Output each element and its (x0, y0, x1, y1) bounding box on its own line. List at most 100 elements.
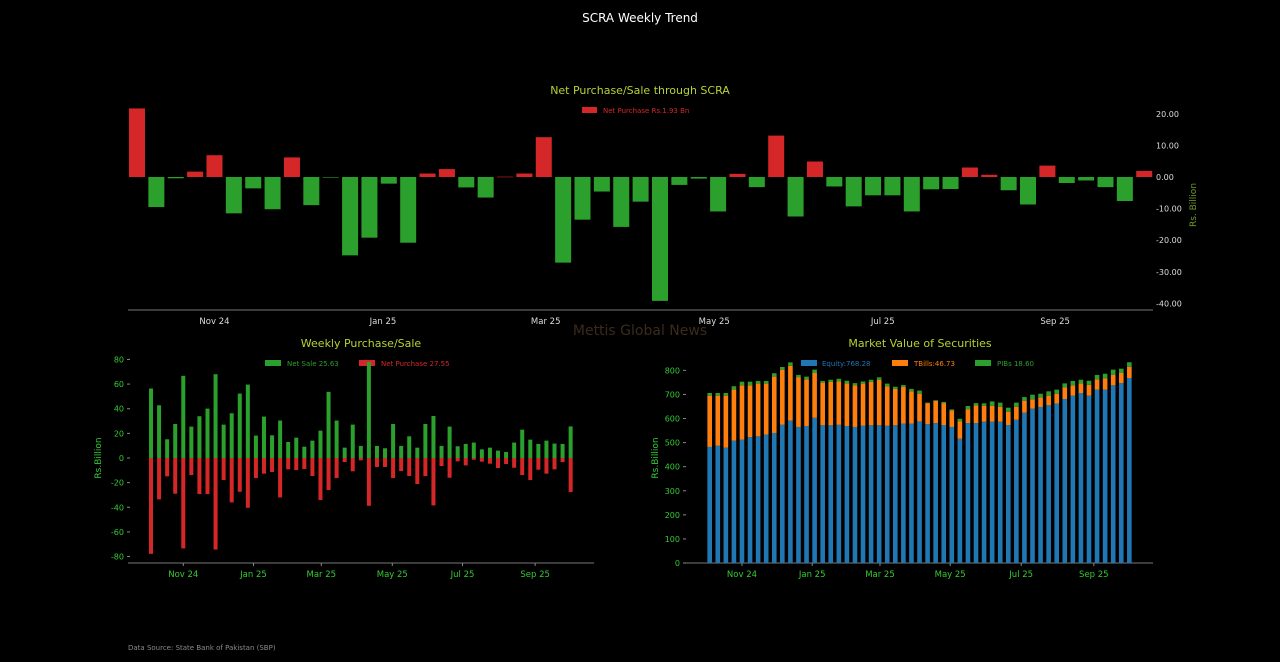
net-purchase-bar (431, 458, 436, 506)
net-purchase-bar (504, 458, 509, 465)
pibs-bar-segment (876, 377, 882, 380)
top-chart-title: Net Purchase/Sale through SCRA (550, 84, 730, 97)
net-sale-bar (423, 423, 428, 458)
tbills-bar-segment (723, 395, 729, 448)
x-tick-label: Sep 25 (1079, 570, 1109, 580)
pibs-bar-segment (884, 383, 890, 387)
tbills-bar-segment (715, 395, 721, 446)
pibs-bar-segment (828, 379, 834, 382)
net-purchase-bar (528, 458, 533, 481)
net-sale-bar (477, 177, 494, 198)
net-sale-bar (303, 177, 320, 206)
tbills-bar-segment (844, 383, 850, 426)
pibs-bar-segment (1014, 402, 1019, 407)
y-tick-label: -30.00 (1156, 268, 1182, 277)
pibs-bar-segment (1078, 379, 1084, 384)
net-purchase-bar (981, 174, 998, 177)
x-tick-label: Mar 25 (306, 570, 336, 580)
pibs-bar-segment (973, 403, 979, 406)
pibs-bar-segment (771, 373, 777, 377)
net-sale-bar (181, 375, 186, 458)
net-sale-bar (560, 443, 565, 458)
net-sale-bar (334, 420, 339, 458)
pibs-bar-segment (852, 383, 858, 386)
net-sale-bar (270, 435, 275, 458)
equity-bar-segment (917, 421, 922, 563)
tbills-bar-segment (1005, 411, 1011, 426)
equity-bar-segment (1030, 408, 1035, 563)
pibs-bar-segment (893, 386, 898, 389)
equity-bar-segment (1005, 425, 1011, 563)
x-tick-label: Jan 25 (369, 317, 397, 327)
tbills-bar-segment (1062, 387, 1068, 400)
equity-bar-segment (1094, 389, 1100, 563)
net-sale-bar (245, 177, 262, 189)
equity-bar-segment (909, 423, 914, 563)
equity-bar-segment (715, 445, 721, 563)
y-tick-label: 400 (665, 463, 680, 472)
net-purchase-bar (270, 458, 275, 473)
net-sale-bar (942, 177, 959, 190)
y-tick-label: 20.00 (1156, 110, 1179, 119)
legend-equity: Equity:768.28 (822, 360, 870, 368)
net-purchase-bar (383, 458, 388, 467)
net-sale-bar (165, 439, 170, 458)
net-sale-bar (865, 177, 882, 196)
net-purchase-bar (187, 171, 204, 177)
x-tick-label: May 25 (935, 570, 966, 580)
tbills-bar-segment (1127, 366, 1132, 378)
tbills-bar-segment (796, 377, 801, 427)
tbills-bar-segment (973, 405, 979, 424)
net-sale-bar (528, 439, 533, 458)
net-sale-bar (748, 177, 765, 188)
net-sale-bar (903, 177, 920, 212)
equity-bar-segment (1127, 377, 1132, 563)
pibs-bar-segment (941, 401, 947, 404)
pibs-bar-segment (1038, 393, 1043, 398)
net-sale-bar (253, 435, 258, 458)
x-tick-label: Jul 25 (1008, 570, 1033, 580)
net-purchase-bar (768, 135, 785, 177)
net-sale-bar (632, 177, 649, 202)
page-title: SCRA Weekly Trend (582, 11, 698, 25)
net-purchase-bar (512, 458, 517, 468)
net-sale-bar (264, 177, 281, 210)
net-purchase-bar (560, 458, 565, 463)
y-tick-label: -80 (111, 553, 124, 562)
equity-bar-segment (1062, 399, 1068, 563)
net-purchase-bar (165, 458, 170, 477)
net-sale-bar (361, 177, 378, 238)
net-purchase-bar (419, 173, 436, 177)
equity-bar-segment (1014, 419, 1019, 563)
y-tick-label: 60 (114, 380, 124, 389)
net-purchase-bar (173, 458, 178, 494)
net-purchase-bar (520, 458, 525, 476)
tbills-bar-segment (836, 381, 842, 425)
pibs-bar-segment (1086, 380, 1092, 385)
y-tick-label: 10.00 (1156, 141, 1179, 150)
legend-pibs: PIBs 18.60 (997, 360, 1034, 368)
net-purchase-bar (157, 458, 162, 500)
net-sale-bar (415, 447, 420, 458)
tbills-bar-segment (1022, 400, 1027, 413)
net-sale-bar (322, 177, 339, 178)
net-purchase-bar (283, 157, 300, 177)
net-purchase-bar (350, 458, 355, 472)
pibs-bar-segment (1062, 383, 1068, 388)
equity-bar-segment (796, 426, 801, 563)
net-sale-bar (237, 393, 242, 458)
net-purchase-bar (221, 458, 226, 481)
equity-bar-segment (804, 425, 809, 563)
net-purchase-bar (535, 137, 552, 177)
equity-bar-segment (884, 425, 890, 563)
tbills-bar-segment (925, 403, 930, 425)
net-purchase-bar (806, 161, 823, 177)
net-purchase-bar (245, 458, 250, 508)
tbills-bar-segment (780, 369, 785, 425)
equity-bar-segment (1038, 406, 1043, 563)
net-purchase-bar (326, 458, 331, 491)
net-sale-bar (374, 445, 379, 458)
pibs-bar-segment (723, 392, 729, 396)
pibs-bar-segment (901, 385, 906, 387)
x-tick-label: Jul 25 (870, 317, 895, 327)
